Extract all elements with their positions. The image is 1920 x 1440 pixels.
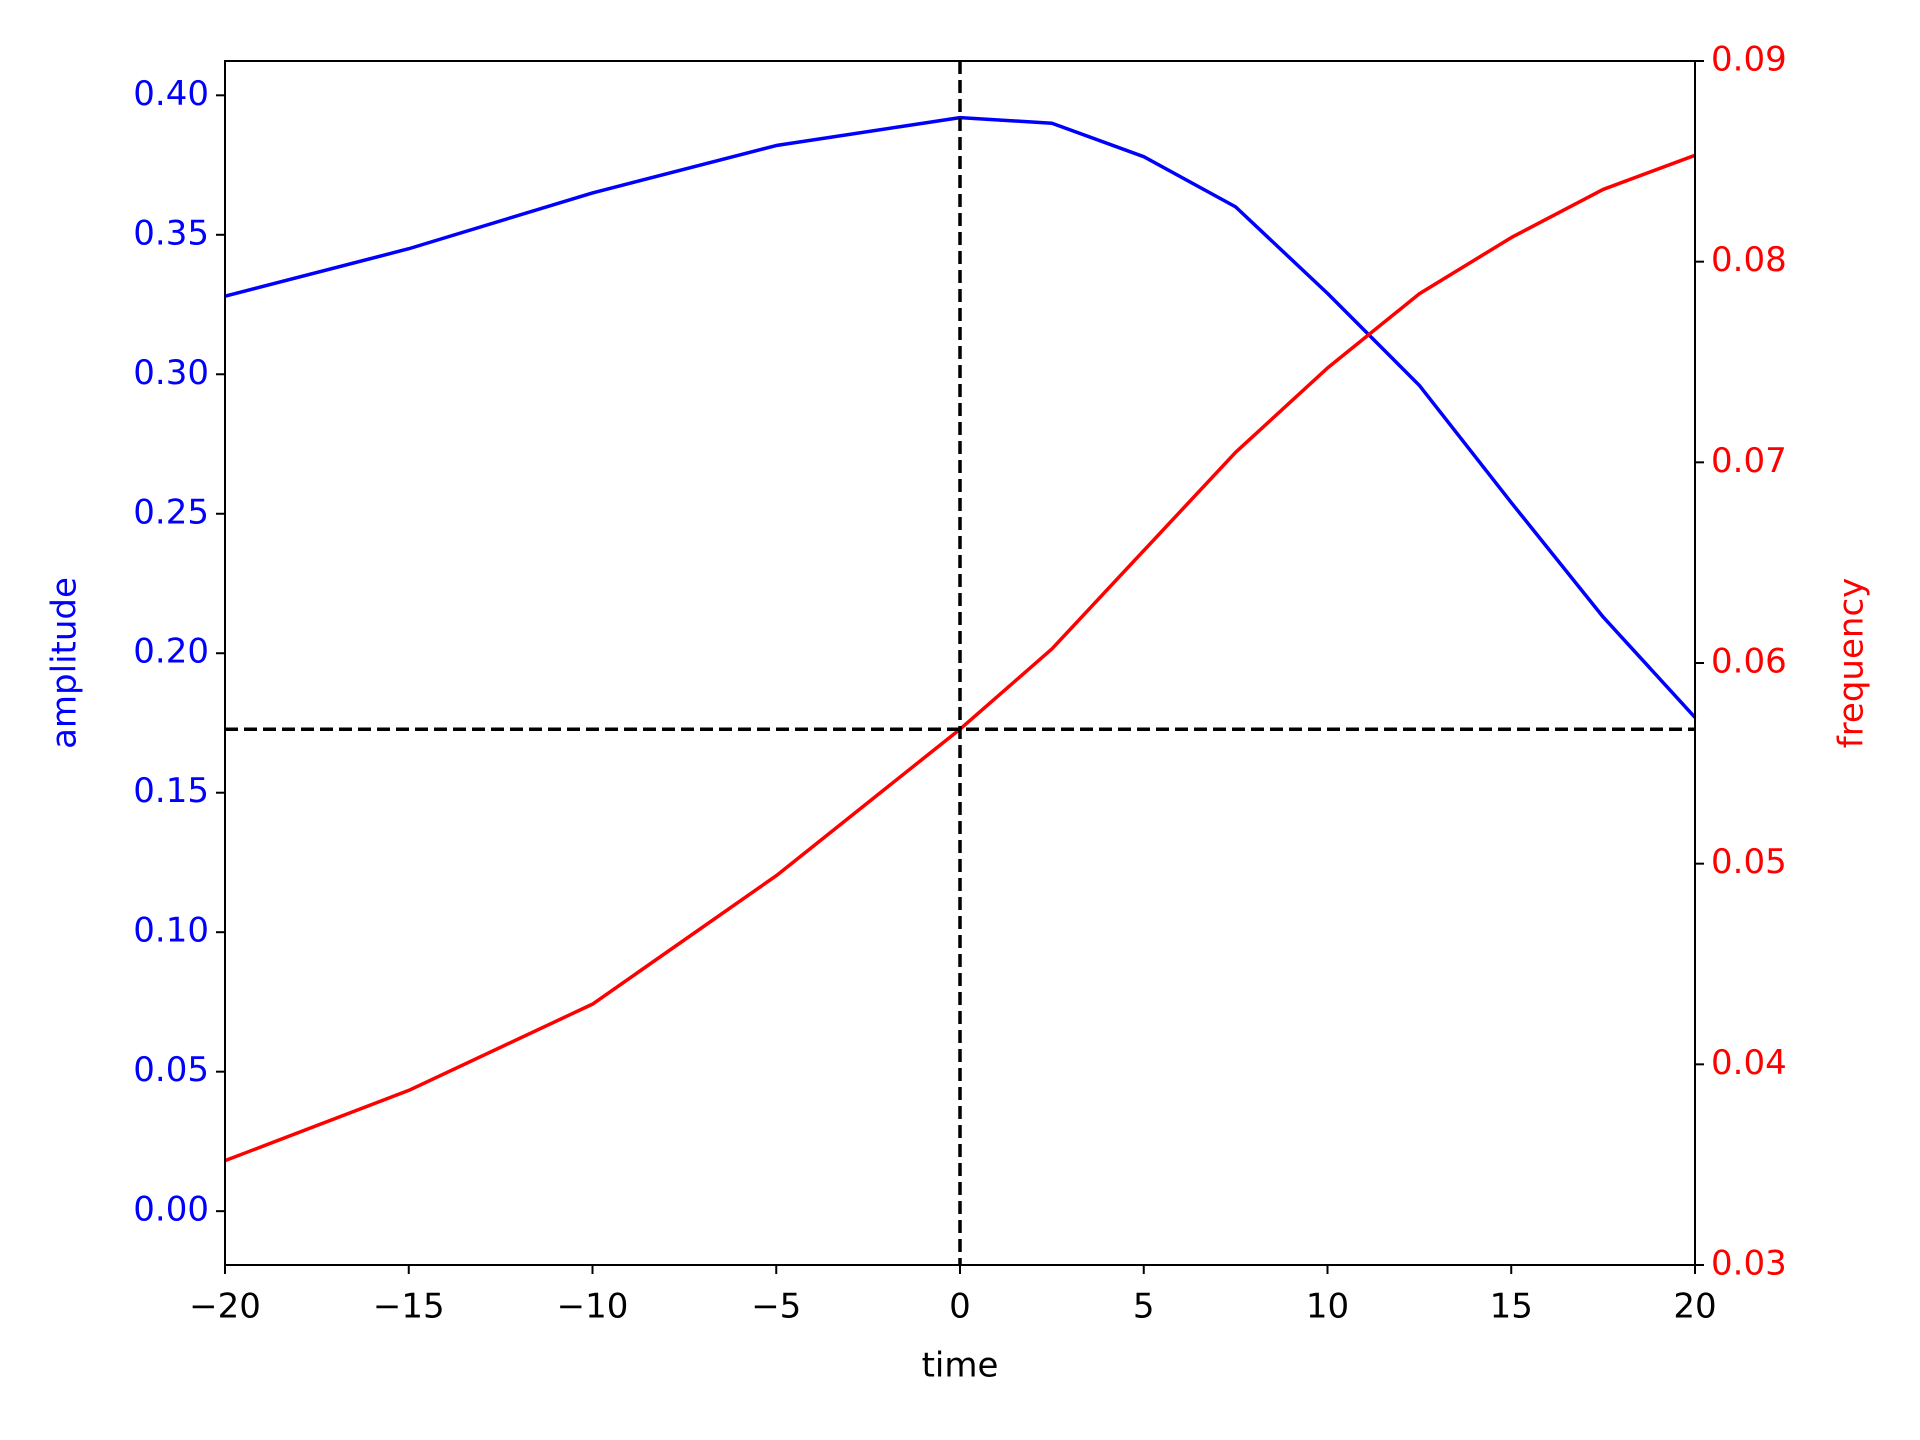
y2-tick-label: 0.03 (1711, 1244, 1787, 1284)
y-tick-label: 0.40 (133, 74, 209, 114)
y2-tick-label: 0.06 (1711, 642, 1787, 682)
y-tick-label: 0.00 (133, 1190, 209, 1230)
x-tick-label: 10 (1306, 1287, 1349, 1327)
x-tick-label: 15 (1490, 1287, 1533, 1327)
series-line (224, 153, 1696, 1163)
axes-frame (224, 60, 1696, 1266)
y-tick-label: 0.35 (133, 213, 209, 253)
y2-tick-label: 0.09 (1711, 40, 1787, 80)
x-tick-label: −20 (189, 1287, 261, 1327)
x-tick-label: −5 (751, 1287, 801, 1327)
x-tick-label: 0 (949, 1287, 971, 1327)
y2-tick-label: 0.05 (1711, 842, 1787, 882)
y-tick-label: 0.05 (133, 1050, 209, 1090)
y-tick-label: 0.30 (133, 353, 209, 393)
series-line (224, 115, 1697, 719)
x-axis-label: time (922, 1346, 999, 1386)
x-tick-label: −10 (557, 1287, 629, 1327)
x-tick-label: −15 (373, 1287, 445, 1327)
y2-axis-label: frequency (1832, 578, 1872, 749)
y-tick-label: 0.25 (133, 492, 209, 532)
y2-tick-label: 0.07 (1711, 441, 1787, 481)
y-axis-label: amplitude (45, 577, 85, 749)
y-tick-label: 0.15 (133, 771, 209, 811)
y2-tick-label: 0.08 (1711, 240, 1787, 280)
y2-tick-label: 0.04 (1711, 1043, 1787, 1083)
y-tick-label: 0.20 (133, 632, 209, 672)
x-tick-label: 20 (1673, 1287, 1716, 1327)
y-tick-label: 0.10 (133, 911, 209, 951)
x-tick-label: 5 (1133, 1287, 1155, 1327)
